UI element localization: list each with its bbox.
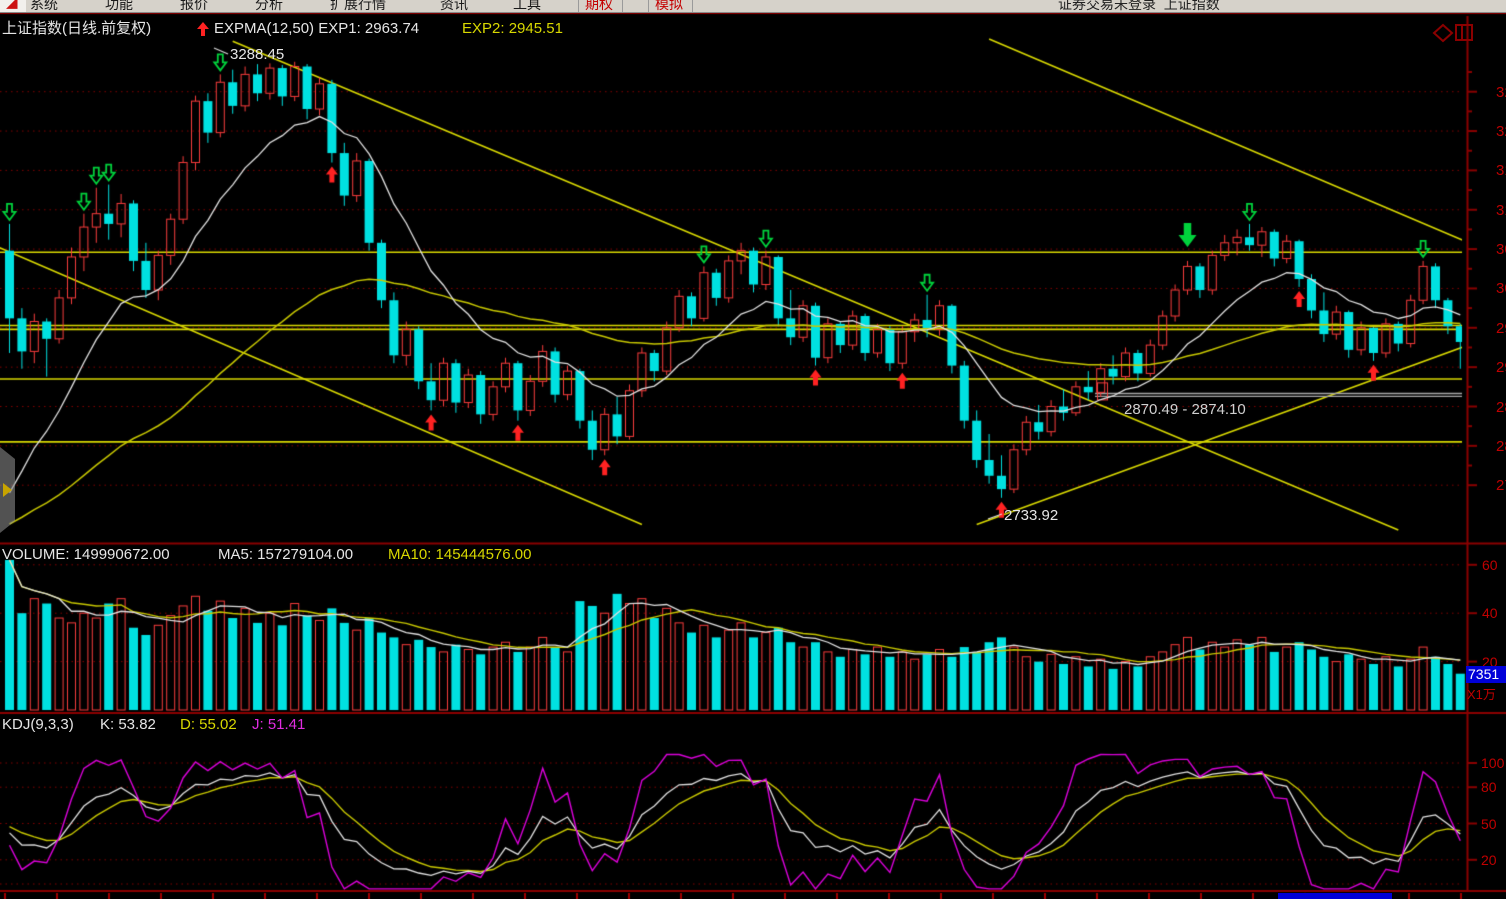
price-axis-label: 3100 [1496, 201, 1506, 219]
kdj-k-value: K: 53.82 [100, 716, 156, 733]
menu-item-3[interactable]: 分析 [255, 0, 283, 12]
price-axis-label: 2850 [1496, 398, 1506, 416]
menu-item-6[interactable]: 工具 [513, 0, 541, 12]
session-status-text: 证券交易未登录 上证指数 [1058, 0, 1220, 12]
split-window-icon [1455, 24, 1473, 41]
app-logo: ◢ [0, 0, 26, 12]
price-axis-label: 3150 [1496, 162, 1506, 180]
menu-item-highlight-1[interactable]: 模拟 [655, 0, 683, 12]
volume-ma10-text: MA10: 145444576.00 [388, 546, 532, 563]
volume-ma5-text: MA5: 157279104.00 [218, 546, 354, 563]
up-arrow-icon [197, 22, 209, 36]
volume-current-badge: 7351 [1466, 666, 1506, 683]
volume-axis-label: 60 [1482, 556, 1498, 573]
sidebar-expand-handle[interactable] [0, 447, 15, 533]
kdj-axis-label: 50 [1481, 815, 1497, 832]
volume-axis-label: 40 [1482, 605, 1498, 622]
kdj-d-value: D: 55.02 [180, 716, 237, 733]
kdj-j-value: J: 51.41 [252, 716, 306, 733]
price-axis-label: 3050 [1496, 241, 1506, 259]
chart-title: 上证指数(日线.前复权) [2, 20, 152, 37]
kdj-axis-label: 80 [1481, 779, 1497, 796]
menu-separator [692, 0, 693, 12]
kdj-indicator-text: KDJ(9,3,3) [2, 716, 74, 733]
menu-separator [578, 0, 579, 12]
pane-corner-icons[interactable] [1430, 22, 1490, 44]
exp2-value-text: EXP2: 2945.51 [462, 20, 563, 37]
menu-item-4[interactable]: 扩展行情 [330, 0, 386, 12]
menu-item-2[interactable]: 报价 [180, 0, 208, 12]
volume-unit-label: X1万 [1467, 687, 1496, 702]
menu-item-0[interactable]: 系统 [30, 0, 58, 12]
price-zone-label: 2870.49 - 2874.10 [1124, 401, 1246, 418]
price-axis-label: 3250 [1496, 83, 1506, 101]
price-axis-label: 2750 [1496, 477, 1506, 495]
volume-axis-label: 20 [1482, 653, 1498, 670]
menu-item-highlight-0[interactable]: 期权 [585, 0, 613, 12]
menu-bar: ◢ 系统 功能 报价 分析 扩展行情 资讯 工具 期权 模拟 证券交易未登录 上证指数 [0, 0, 1506, 13]
kdj-axis-label: 100 [1481, 755, 1505, 771]
volume-value-text: VOLUME: 149990672.00 [2, 546, 170, 563]
selected-date-badge [1278, 893, 1392, 899]
kdj-axis-label: 20 [1481, 851, 1497, 868]
price-axis-label: 2900 [1496, 359, 1506, 377]
diamond-icon [1432, 23, 1454, 43]
price-axis-label: 3200 [1496, 123, 1506, 141]
menu-separator [622, 0, 623, 12]
price-axis-label: 3000 [1496, 280, 1506, 298]
menu-item-5[interactable]: 资讯 [440, 0, 468, 12]
peak-price-label: 3288.45 [230, 46, 285, 63]
price-axis-label: 2800 [1496, 437, 1506, 455]
menu-item-1[interactable]: 功能 [105, 0, 133, 12]
trough-price-label: 2733.92 [1004, 507, 1059, 524]
expma-indicator-text: EXPMA(12,50) EXP1: 2963.74 [214, 20, 420, 37]
price-axis-label: 2950 [1496, 319, 1506, 337]
expand-triangle-icon [3, 483, 12, 497]
menu-separator [648, 0, 649, 12]
